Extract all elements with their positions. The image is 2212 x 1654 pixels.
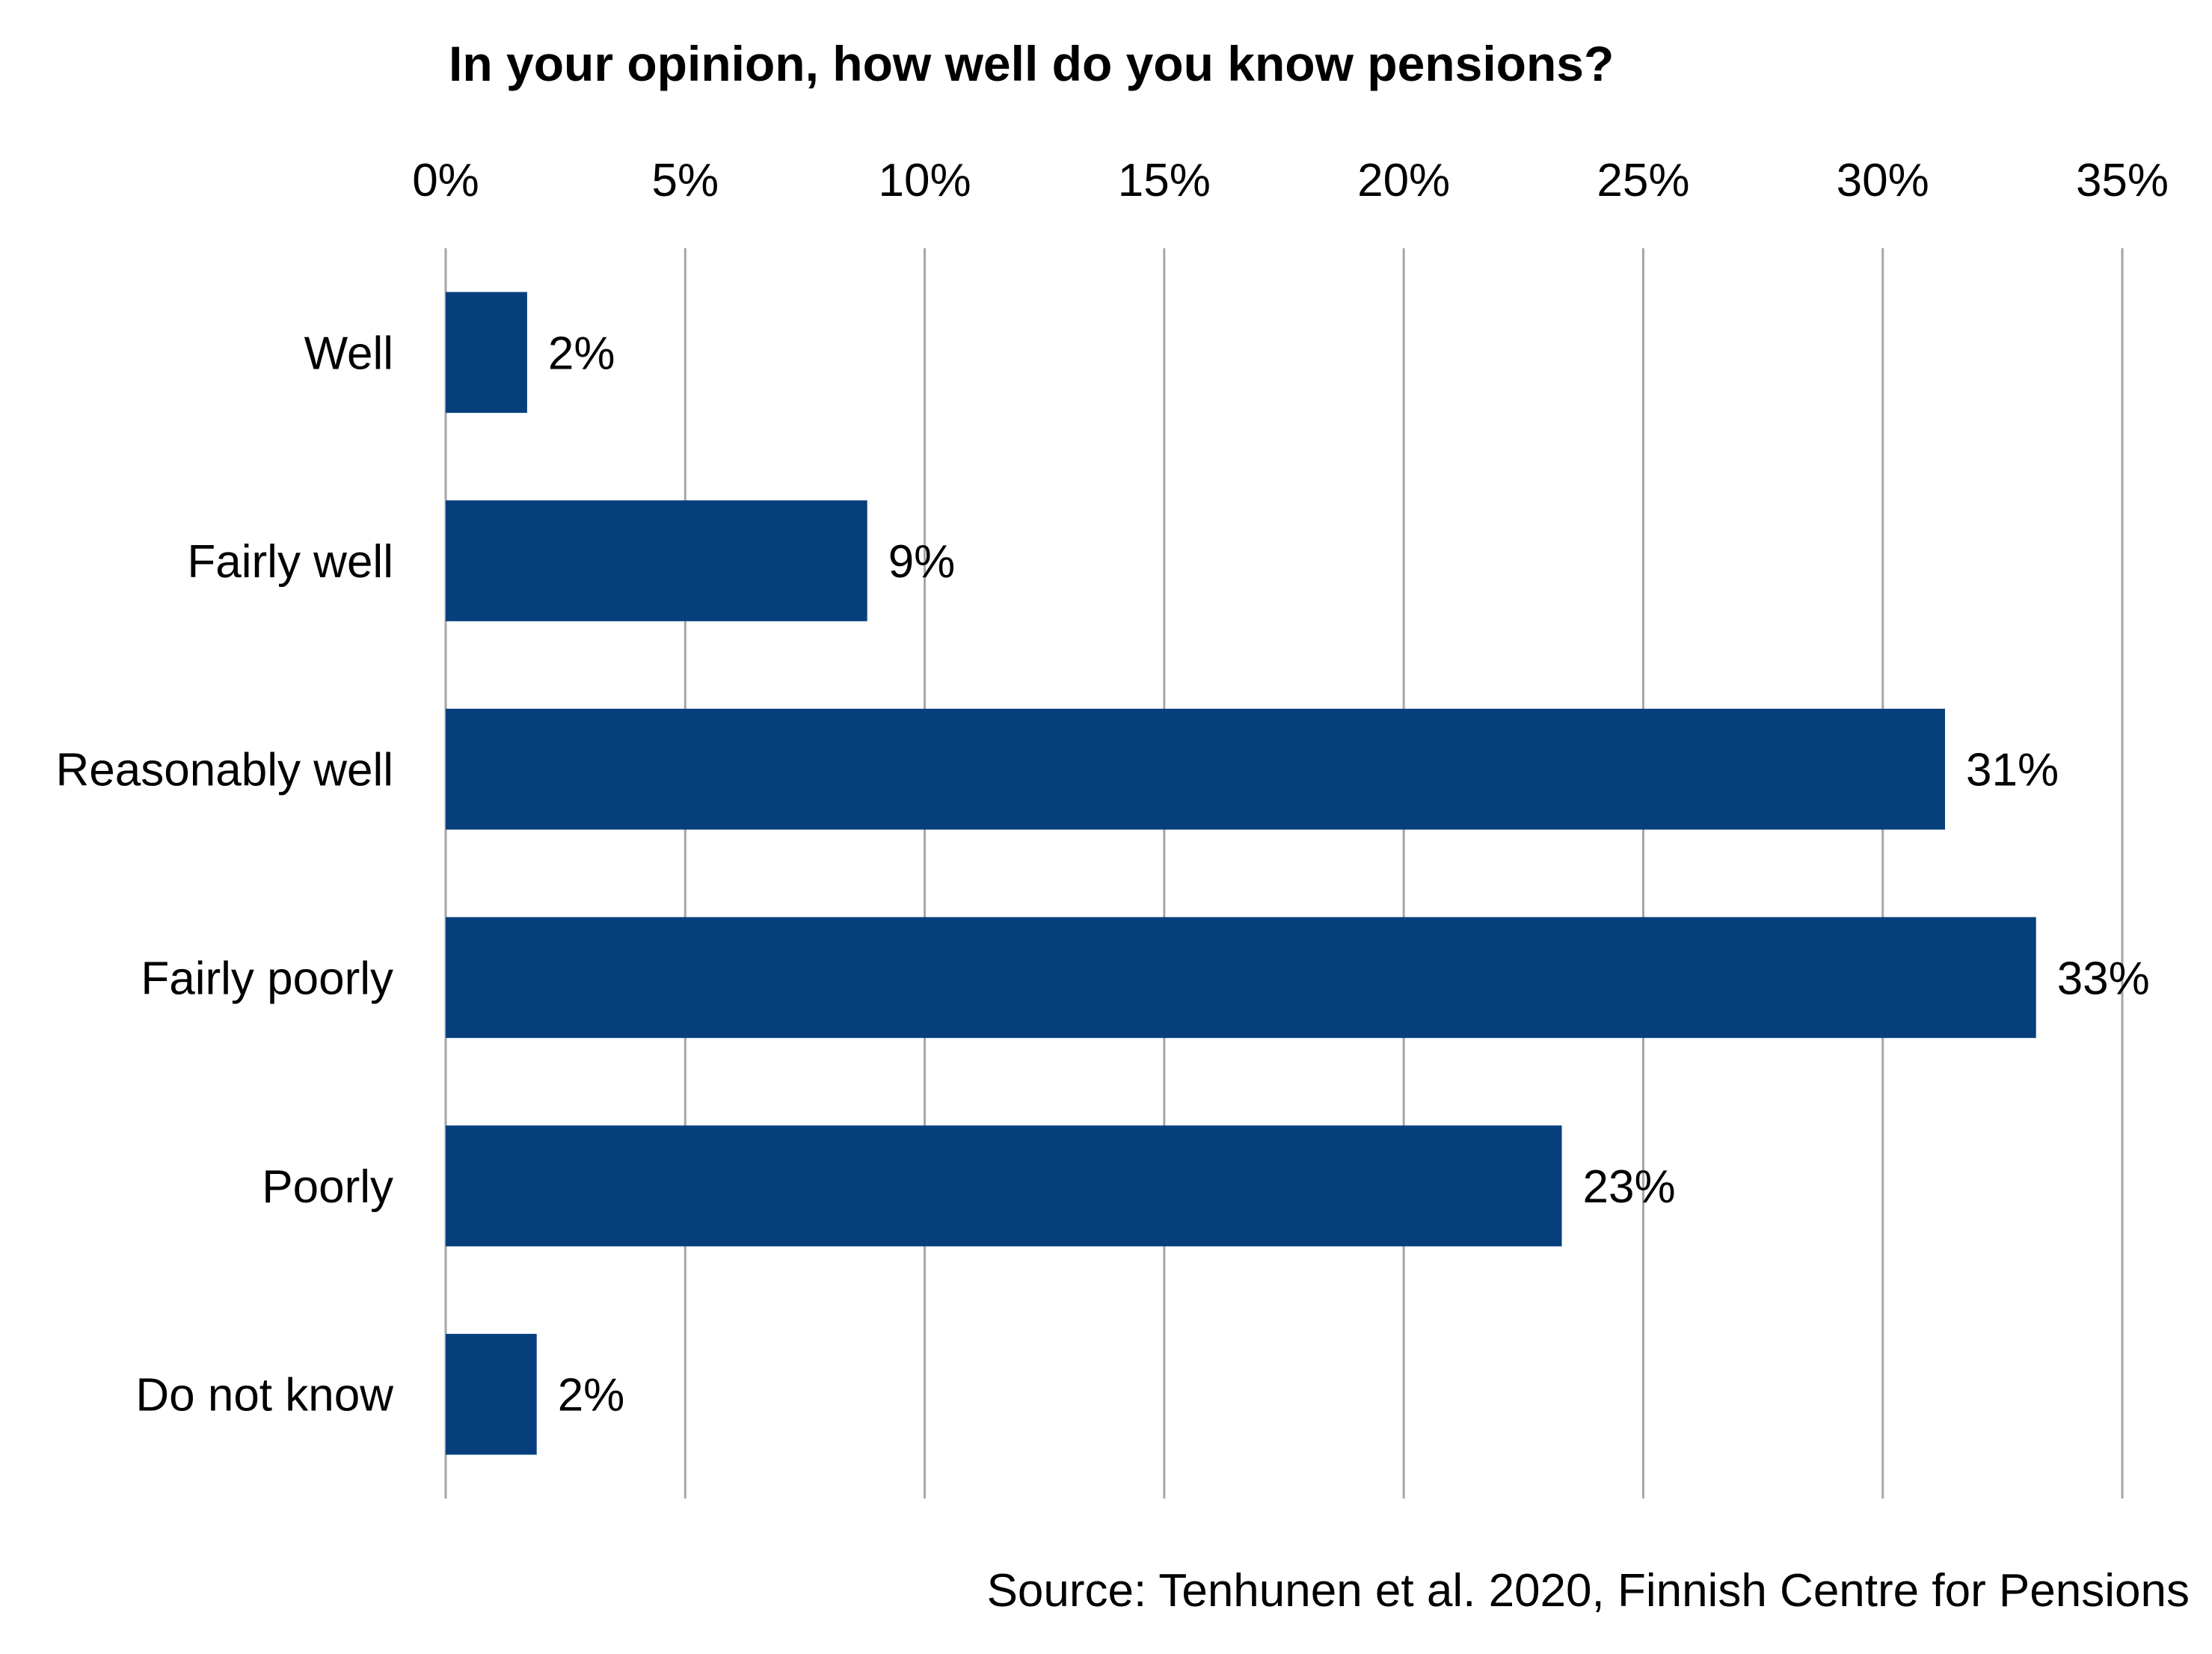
x-tick-label: 35% bbox=[2076, 155, 2169, 206]
data-label: 23% bbox=[1583, 1161, 1676, 1213]
chart-title: In your opinion, how well do you know pe… bbox=[449, 36, 1614, 91]
category-label: Fairly poorly bbox=[141, 953, 393, 1004]
x-tick-label: 10% bbox=[879, 155, 971, 206]
x-tick-label: 30% bbox=[1837, 155, 1929, 206]
bar bbox=[446, 500, 867, 621]
data-label: 2% bbox=[548, 328, 615, 379]
category-label: Poorly bbox=[262, 1161, 393, 1213]
x-tick-label: 0% bbox=[412, 155, 479, 206]
x-tick-label: 15% bbox=[1118, 155, 1211, 206]
x-tick-label: 20% bbox=[1357, 155, 1450, 206]
bar bbox=[446, 1333, 537, 1455]
x-tick-label: 5% bbox=[651, 155, 719, 206]
bar bbox=[446, 292, 527, 414]
bar bbox=[446, 917, 2036, 1039]
bar bbox=[446, 1125, 1562, 1246]
x-tick-label: 25% bbox=[1597, 155, 1689, 206]
bar bbox=[446, 708, 1945, 830]
category-label: Well bbox=[304, 328, 393, 379]
category-label: Fairly well bbox=[187, 536, 393, 588]
data-label: 33% bbox=[2057, 953, 2150, 1004]
x-axis-tick-labels: 0% 5% 10% 15% 20% 25% 30% 35% bbox=[412, 155, 2169, 206]
category-label: Reasonably well bbox=[56, 745, 393, 796]
data-label: 2% bbox=[558, 1370, 625, 1421]
data-label: 9% bbox=[888, 536, 956, 588]
bars bbox=[446, 292, 2036, 1455]
category-labels: Well Fairly well Reasonably well Fairly poo… bbox=[56, 328, 394, 1421]
gridlines bbox=[444, 248, 2124, 1498]
source-note: Source: Tenhunen et al. 2020, Finnish Ce… bbox=[987, 1565, 2190, 1617]
data-labels: 2% 9% 31% 33% 23% 2% bbox=[548, 328, 2150, 1421]
category-label: Do not know bbox=[135, 1370, 393, 1421]
data-label: 31% bbox=[1966, 745, 2059, 796]
